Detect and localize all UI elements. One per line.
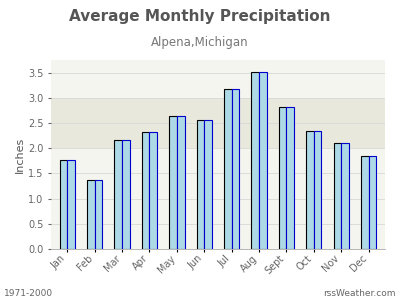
Bar bbox=[368, 156, 376, 249]
Bar bbox=[67, 160, 75, 249]
Bar bbox=[150, 132, 157, 249]
Bar bbox=[232, 89, 239, 249]
Bar bbox=[334, 143, 341, 249]
Bar bbox=[196, 121, 204, 249]
Bar bbox=[251, 72, 259, 249]
Text: Average Monthly Precipitation: Average Monthly Precipitation bbox=[69, 9, 331, 24]
Bar bbox=[177, 116, 184, 249]
Bar bbox=[142, 132, 150, 249]
Text: 1971-2000: 1971-2000 bbox=[4, 290, 53, 298]
Bar bbox=[60, 160, 67, 249]
Bar bbox=[87, 181, 95, 249]
Bar bbox=[122, 140, 130, 249]
Bar bbox=[114, 140, 122, 249]
Bar bbox=[306, 131, 314, 249]
Bar bbox=[279, 107, 286, 249]
Bar bbox=[224, 89, 232, 249]
Bar bbox=[95, 181, 102, 249]
Bar bbox=[314, 131, 322, 249]
Bar bbox=[51, 98, 385, 148]
Bar bbox=[286, 107, 294, 249]
Y-axis label: Inches: Inches bbox=[15, 136, 25, 172]
Bar bbox=[204, 121, 212, 249]
Text: Alpena,Michigan: Alpena,Michigan bbox=[151, 36, 249, 49]
Text: rssWeather.com: rssWeather.com bbox=[324, 290, 396, 298]
Bar bbox=[259, 72, 267, 249]
Bar bbox=[169, 116, 177, 249]
Bar bbox=[361, 156, 368, 249]
Bar bbox=[341, 143, 349, 249]
